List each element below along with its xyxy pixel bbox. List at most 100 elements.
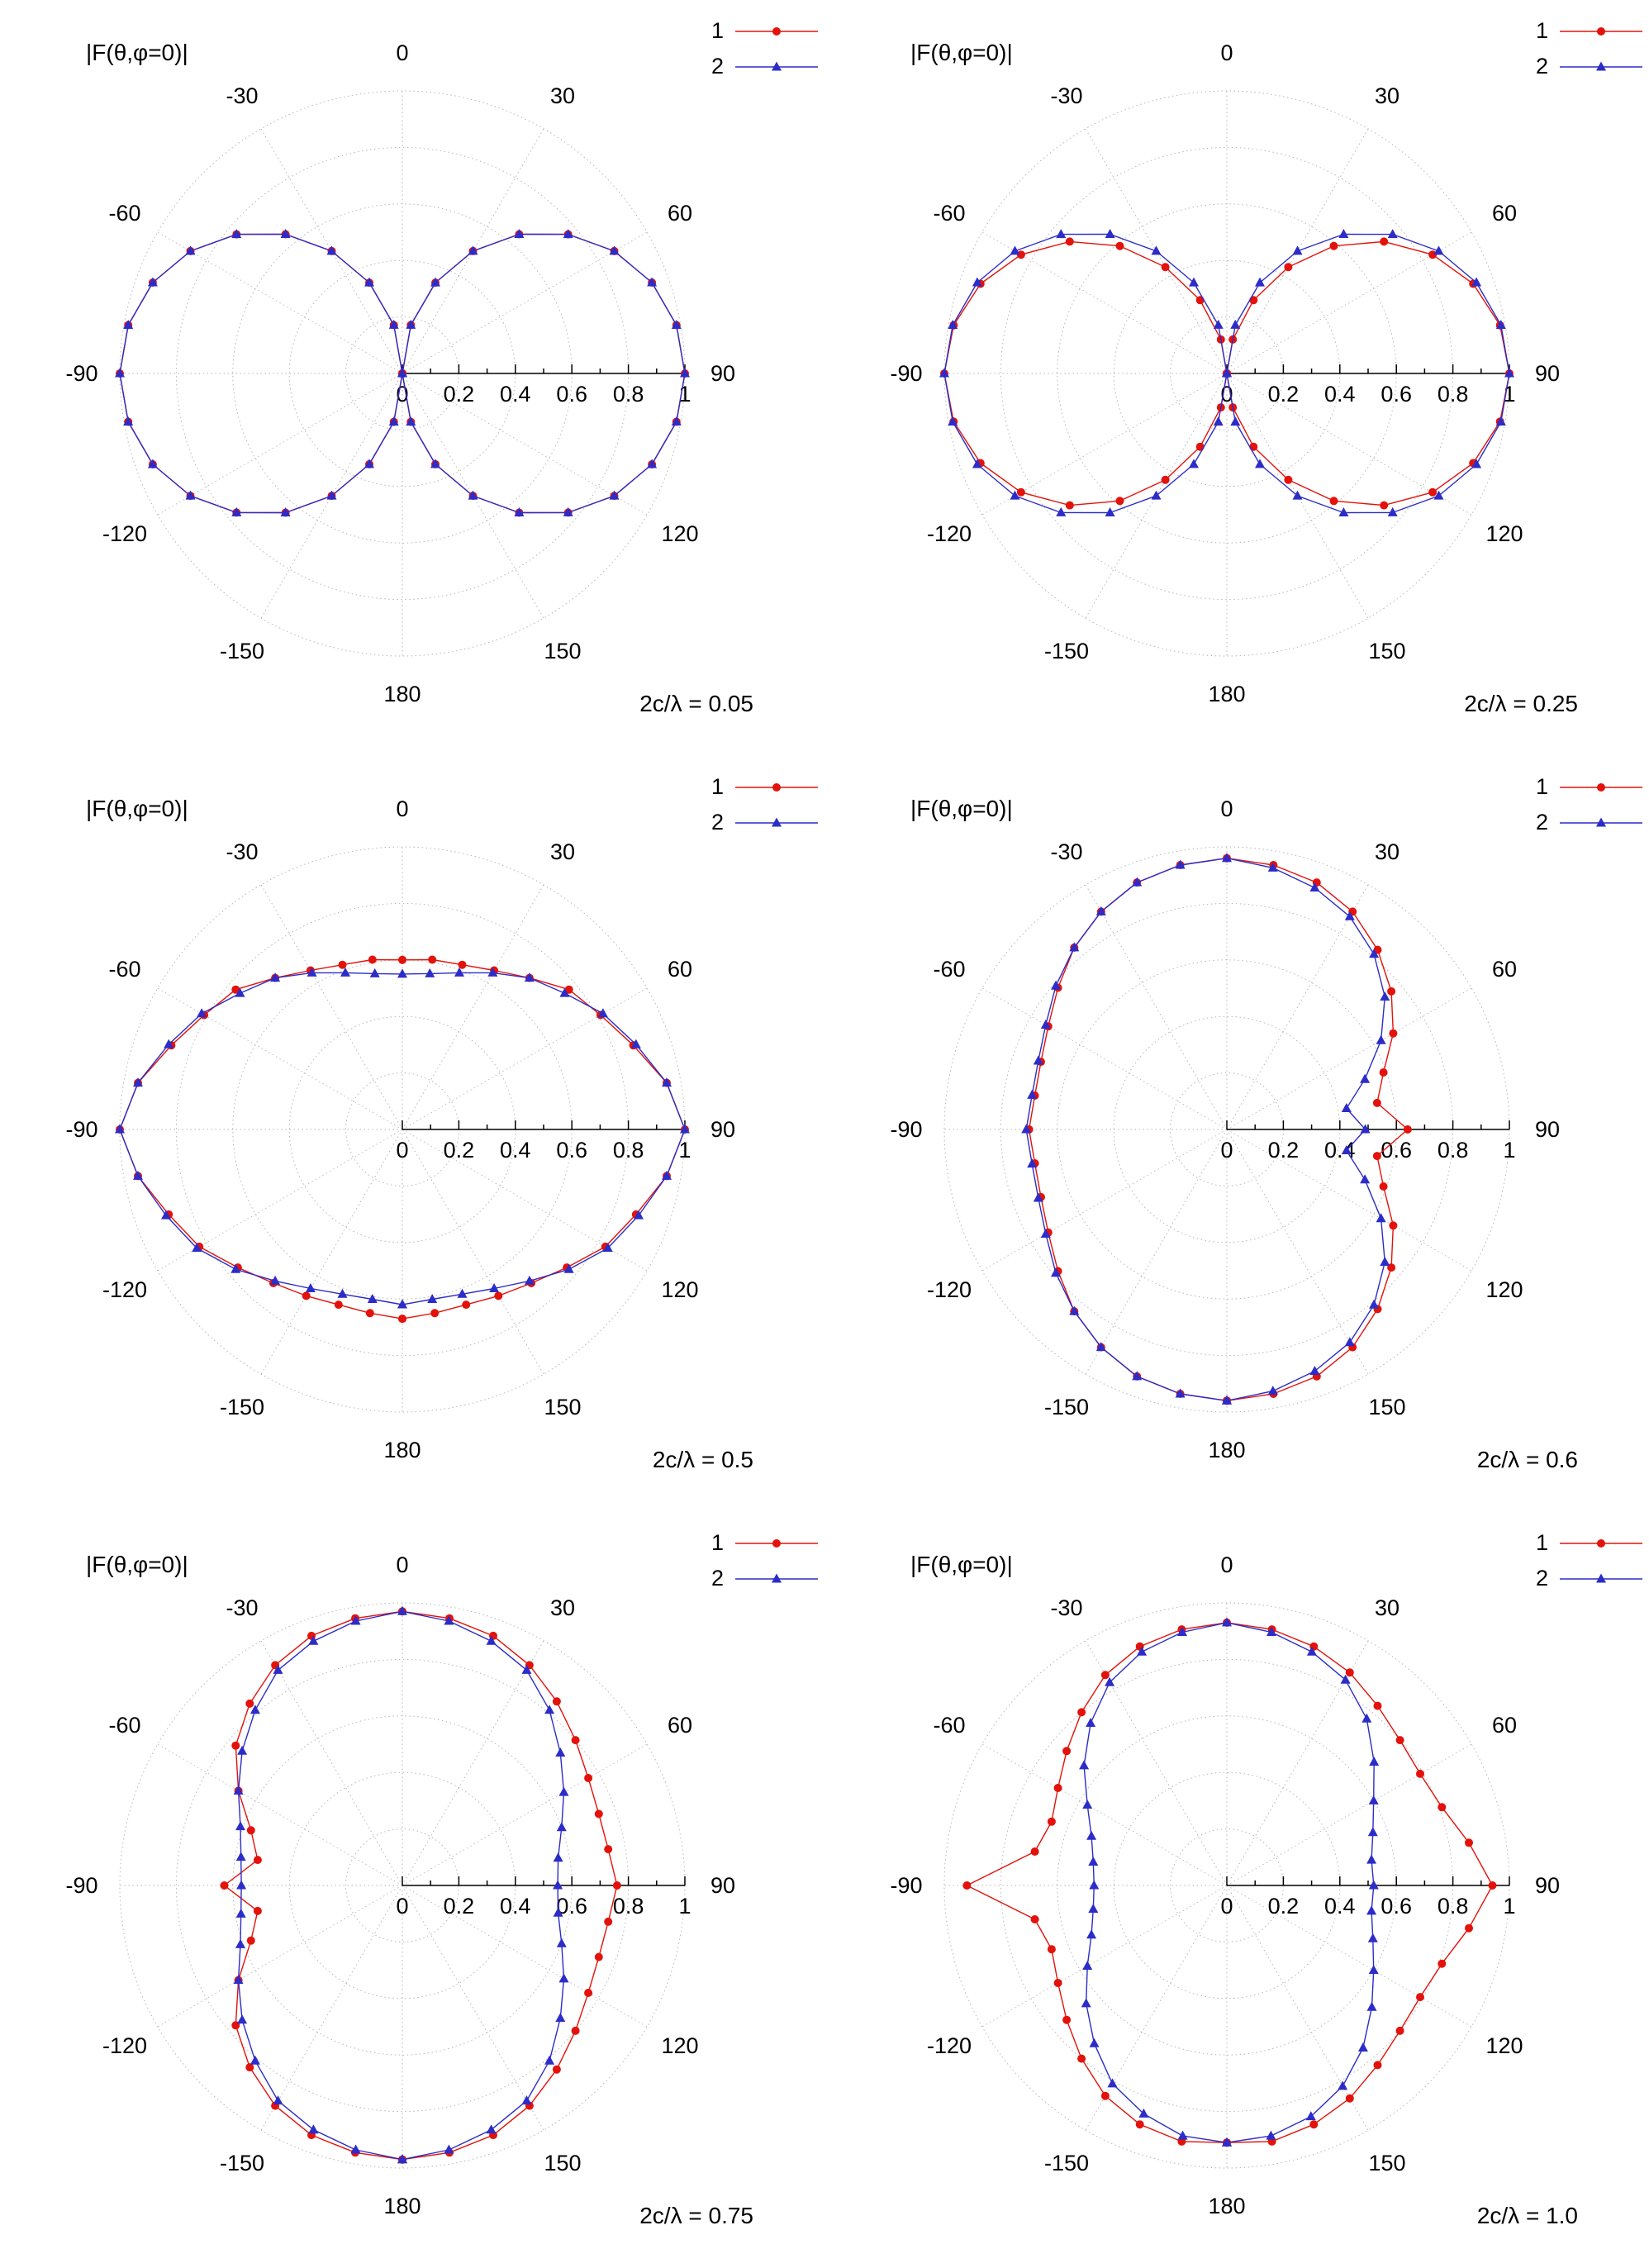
data-point-triangle: [1088, 1857, 1099, 1866]
data-point-circle: [1379, 1182, 1388, 1191]
data-point-circle: [1195, 296, 1205, 305]
data-point-circle: [1016, 250, 1025, 259]
angle-tick-label: 120: [661, 2033, 698, 2058]
radial-tick-label: 1: [1503, 1894, 1515, 1919]
angle-tick-label: 120: [661, 521, 698, 546]
angle-tick-label: 150: [1368, 2151, 1405, 2175]
data-point-triangle: [1051, 980, 1061, 990]
data-point-triangle: [350, 1615, 361, 1625]
data-point-triangle: [350, 2144, 361, 2154]
data-point-triangle: [1292, 490, 1303, 500]
legend-label: 2: [1535, 1566, 1548, 1590]
data-point-triangle: [1495, 320, 1506, 329]
data-point-circle: [1115, 241, 1124, 250]
data-point-triangle: [1341, 1145, 1352, 1154]
data-point-triangle: [1086, 1929, 1097, 1939]
legend: 1 2: [710, 18, 820, 79]
chart-title: |F(θ,φ=0)|: [86, 796, 188, 821]
grid-spoke: [402, 884, 544, 1130]
data-point-triangle: [1380, 991, 1390, 1001]
data-point-triangle: [231, 229, 242, 239]
grid-spoke: [402, 987, 648, 1130]
data-point-triangle: [425, 968, 435, 977]
radial-tick-label: 0.8: [613, 1138, 644, 1163]
data-point-circle: [338, 960, 347, 969]
grid-spoke: [157, 1743, 403, 1886]
data-point-triangle: [1095, 1342, 1106, 1352]
grid-spoke: [157, 231, 403, 374]
grid-spoke: [157, 1885, 403, 2028]
legend-marker-triangle: [1596, 817, 1606, 826]
data-point-triangle: [1504, 368, 1514, 378]
data-point-triangle: [468, 490, 478, 500]
angle-tick-label: -90: [65, 361, 97, 386]
data-point-circle: [584, 1989, 593, 1997]
legend-item-series2: 2: [1535, 810, 1644, 835]
legend-marker-triangle: [772, 1573, 782, 1582]
data-point-triangle: [514, 507, 525, 516]
legend-marker-triangle: [772, 61, 782, 70]
data-point-triangle: [1369, 1757, 1380, 1766]
legend-sample-triangle-icon: [735, 61, 818, 70]
grid-spoke: [402, 1129, 648, 1272]
data-point-triangle: [544, 1705, 555, 1714]
data-point-triangle: [1305, 2111, 1316, 2121]
data-point-triangle: [249, 1705, 260, 1714]
angle-tick-label: -30: [226, 83, 258, 108]
data-point-circle: [220, 1881, 229, 1890]
data-point-triangle: [133, 1170, 143, 1180]
data-point-triangle: [1222, 368, 1232, 378]
data-point-triangle: [1495, 416, 1506, 426]
data-point-circle: [1345, 2094, 1354, 2103]
data-point-triangle: [1010, 245, 1020, 255]
data-point-triangle: [1105, 507, 1115, 516]
grid-spoke: [402, 1640, 544, 1886]
data-point-triangle: [337, 1288, 348, 1298]
data-point-triangle: [1095, 906, 1106, 915]
data-point-triangle: [647, 459, 658, 468]
polar-chart-5: 0 0.2 0.4 0.6 0.8 1 0 30 60 90 120 150 180 -150 -120 -9…: [0, 1512, 824, 2268]
data-point-triangle: [1360, 1073, 1371, 1083]
data-point-triangle: [430, 459, 440, 468]
data-point-triangle: [1360, 1124, 1371, 1134]
legend-sample-circle-icon: [735, 782, 818, 792]
radial-tick-label: 0.4: [500, 382, 531, 407]
data-point-triangle: [1056, 506, 1067, 516]
angle-tick-label: 150: [1368, 639, 1405, 663]
data-point-circle: [245, 2063, 254, 2072]
chart-title: |F(θ,φ=0)|: [910, 1552, 1013, 1577]
legend-label: 2: [710, 54, 724, 78]
chart-caption: 2c/λ = 0.5: [652, 1447, 753, 1472]
data-point-triangle: [1222, 1395, 1232, 1405]
angle-tick-label: 90: [710, 1873, 735, 1898]
data-point-triangle: [1033, 1192, 1043, 1202]
data-point-triangle: [609, 490, 620, 500]
data-point-circle: [1047, 1945, 1056, 1954]
data-point-triangle: [161, 1210, 171, 1220]
data-point-circle: [604, 1917, 613, 1926]
data-point-circle: [1053, 1784, 1062, 1792]
data-point-triangle: [1010, 490, 1020, 500]
legend-sample-circle-icon: [1560, 26, 1642, 36]
radial-tick-label: 0: [1220, 1138, 1233, 1163]
angle-tick-label: -90: [890, 361, 922, 386]
grid-spoke: [402, 373, 648, 516]
data-point-triangle: [406, 319, 416, 329]
data-point-circle: [231, 985, 240, 994]
polar-chart-3: 0 0.2 0.4 0.6 0.8 1 0 30 60 90 120 150 180 -150 -120 -9…: [0, 756, 824, 1512]
data-point-circle: [552, 1697, 561, 1706]
data-point-triangle: [340, 967, 350, 977]
radial-tick-label: 0.4: [500, 1894, 531, 1919]
radial-tick-label: 0.8: [1438, 1894, 1469, 1919]
data-point-triangle: [1051, 1267, 1061, 1277]
legend-label: 2: [710, 810, 724, 834]
legend-sample-circle-icon: [1560, 1538, 1642, 1548]
angle-tick-label: -150: [1044, 2151, 1089, 2175]
chart-caption: 2c/λ = 0.6: [1476, 1447, 1578, 1472]
data-point-triangle: [556, 1938, 567, 1947]
data-point-triangle: [559, 987, 570, 997]
legend-label: 1: [1535, 1530, 1548, 1555]
data-point-triangle: [544, 2055, 555, 2065]
legend-item-series2: 2: [1535, 54, 1644, 79]
data-point-triangle: [489, 1283, 500, 1292]
